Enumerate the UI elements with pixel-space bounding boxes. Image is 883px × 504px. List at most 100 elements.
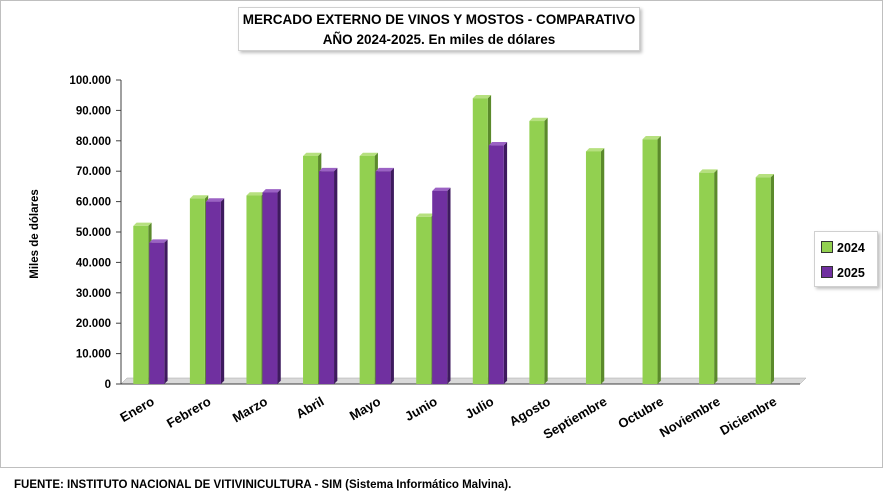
bar-2024-2-front [246,195,262,384]
x-tick-label: Agosto [507,394,553,429]
bar-2025-5-front [432,190,448,384]
bar-2024-11 [755,173,775,384]
bar-2024-10 [699,169,718,384]
bar-2024-1 [189,195,209,384]
bar-2024-9-side [657,135,661,384]
y-tick-label: 100.000 [69,75,111,87]
legend-item-2025: 2025 [821,265,865,281]
bar-2025-0-side [164,239,168,384]
legend-swatch-2024 [821,241,833,253]
y-tick-label: 10.000 [76,349,111,361]
bar-2025-5-side [447,187,451,384]
bar-2024-2-top [246,192,265,196]
x-tick-label: Marzo [230,394,270,426]
bar-2024-3-front [303,156,319,384]
x-tick-label: Septiembre [541,394,610,442]
x-tick-label: Abril [293,394,326,422]
y-tick-label: 80.000 [76,136,111,148]
bar-2025-6-top [488,142,508,146]
x-tick-label: Julio [463,394,497,422]
bar-2025-5-top [432,187,451,191]
bar-2024-10-front [699,172,715,384]
bar-2024-9 [642,135,661,384]
bar-2025-4-front [375,171,391,384]
legend-item-2024: 2024 [821,240,865,256]
x-tick-label: Noviembre [657,394,723,441]
legend-swatch-2025 [821,266,833,278]
bar-2025-2-front [262,192,278,384]
bar-2025-1-top [205,198,225,202]
y-tick-label: 50.000 [76,227,111,239]
bar-2025-3 [319,167,338,384]
bar-2025-5 [432,187,451,384]
bar-2024-0 [133,222,152,384]
bar-2024-4-top [359,152,378,156]
x-tick-label: Junio [402,394,440,424]
bar-2024-3 [303,152,322,384]
bar-2024-3-top [303,152,322,156]
bar-2024-7-top [529,117,548,122]
bar-2025-1-front [205,201,221,384]
bar-2025-3-front [319,171,335,384]
bar-2024-0-front [133,225,149,384]
bar-2024-2 [246,192,265,384]
bar-2024-8-side [600,148,605,384]
bar-2025-4-side [390,167,394,384]
bar-2025-1 [205,198,225,384]
bar-2025-1-side [220,198,225,384]
x-tick-label: Enero [117,394,156,425]
chart-plot: 0 10.000 20.000 30.000 40.000 50.000 60.000 70.… [29,75,807,442]
bar-2024-0-top [133,222,152,226]
chart-title-line1: MERCADO EXTERNO DE VINOS Y MOSTOS - COMP… [242,12,636,27]
bar-2024-5-front [416,216,432,384]
chart-title: MERCADO EXTERNO DE VINOS Y MOSTOS - COMP… [238,7,640,51]
bar-2024-8 [585,148,605,384]
y-tick-label: 30.000 [76,288,111,300]
chart-legend: 2024 2025 [814,231,878,287]
bar-2024-8-top [585,148,605,152]
bar-2024-7 [529,117,548,385]
bar-2025-3-top [319,167,338,172]
bar-2024-5 [416,213,435,384]
bar-2025-3-side [334,167,338,384]
y-tick-label: 70.000 [76,166,111,178]
bar-2024-1-front [189,198,205,384]
bar-2024-7-side [544,117,548,385]
bar-2024-11-front [755,177,771,384]
bar-2025-6-side [503,142,508,384]
legend-label-2025: 2025 [837,266,865,280]
bar-2024-4-front [359,156,375,384]
bar-2024-11-side [770,173,775,384]
bar-2025-4 [375,167,394,384]
y-tick-label: 90.000 [76,105,111,117]
x-tick-label: Mayo [347,394,383,424]
chart-title-line2: AÑO 2024-2025. En miles de dólares [322,32,556,47]
bar-2024-1-top [189,195,209,199]
bar-2025-2-top [262,189,281,193]
legend-label-2024: 2024 [837,241,865,255]
bar-2025-2 [262,189,281,384]
source-note: FUENTE: INSTITUTO NACIONAL DE VITIVINICU… [14,479,512,491]
bar-2025-0-top [149,239,168,243]
x-tick-label: Febrero [164,394,213,431]
bar-2024-9-front [642,139,658,384]
bar-2024-7-front [529,121,545,384]
bar-2024-10-top [699,169,718,173]
bar-2024-9-top [642,135,661,140]
bar-2024-8-front [585,151,601,384]
y-tick-label: 40.000 [76,257,111,269]
bar-2024-6 [472,94,492,385]
bar-2024-11-top [755,173,775,178]
y-tick-label: 0 [105,379,111,391]
bar-2025-0-front [149,242,165,384]
bar-2025-6 [488,142,508,384]
bar-2024-5-top [416,213,435,217]
bar-2024-6-top [472,94,492,99]
bar-2025-2-side [277,189,281,384]
y-axis-title: Miles de dólares [29,189,41,278]
bar-2024-10-side [714,169,718,384]
bar-2025-0 [149,239,168,384]
bar-2024-4 [359,152,378,384]
y-tick-label: 60.000 [76,197,111,209]
y-tick-label: 20.000 [76,318,111,330]
